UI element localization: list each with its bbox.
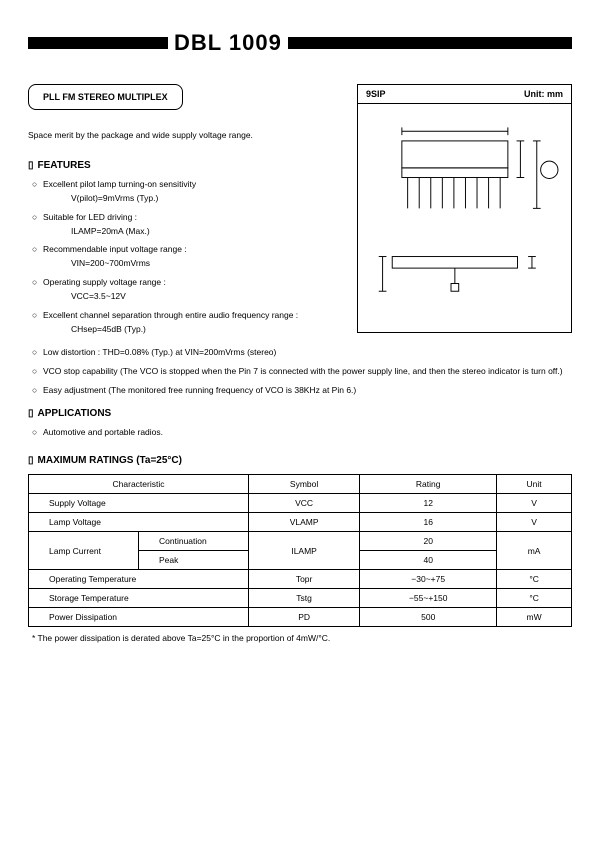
subtitle-box: PLL FM STEREO MULTIPLEX [28, 84, 183, 110]
features-list-upper: Excellent pilot lamp turning-on sensitiv… [28, 179, 345, 336]
cell-sym: VCC [249, 494, 360, 513]
feature-text: Easy adjustment (The monitored free runn… [43, 385, 356, 395]
package-unit: Unit: mm [524, 89, 563, 99]
applications-section: APPLICATIONS Automotive and portable rad… [28, 408, 572, 439]
cell-unit: °C [497, 570, 572, 589]
cell-rating: 500 [360, 608, 497, 627]
cell-rating: 40 [360, 551, 497, 570]
package-drawing [358, 104, 571, 332]
cell-sym: PD [249, 608, 360, 627]
feature-text: VCO stop capability (The VCO is stopped … [43, 366, 563, 376]
cell-char: Lamp Voltage [29, 513, 249, 532]
package-svg [366, 112, 563, 324]
cell-char: Power Dissipation [29, 608, 249, 627]
table-row: Storage Temperature Tstg −55~+150 °C [29, 589, 572, 608]
cell-sub: Peak [139, 551, 249, 570]
top-section: PLL FM STEREO MULTIPLEX Space merit by t… [28, 84, 572, 343]
application-item: Automotive and portable radios. [28, 427, 572, 439]
feature-item: Suitable for LED driving : ILAMP=20mA (M… [28, 212, 345, 238]
cell-unit: mA [497, 532, 572, 570]
ratings-table: Characteristic Symbol Rating Unit Supply… [28, 474, 572, 627]
cell-unit: mW [497, 608, 572, 627]
features-heading: FEATURES [28, 160, 345, 171]
title-bar-left [28, 37, 168, 49]
feature-item: Easy adjustment (The monitored free runn… [28, 385, 572, 397]
cell-rating: 12 [360, 494, 497, 513]
left-column: PLL FM STEREO MULTIPLEX Space merit by t… [28, 84, 345, 343]
table-row: Lamp Voltage VLAMP 16 V [29, 513, 572, 532]
cell-char: Supply Voltage [29, 494, 249, 513]
cell-rating: 20 [360, 532, 497, 551]
col-symbol: Symbol [249, 475, 360, 494]
cell-sym: VLAMP [249, 513, 360, 532]
table-row: Operating Temperature Topr −30~+75 °C [29, 570, 572, 589]
applications-list: Automotive and portable radios. [28, 427, 572, 439]
package-header: 9SIP Unit: mm [358, 85, 571, 104]
ratings-footnote: * The power dissipation is derated above… [28, 633, 572, 643]
features-list-lower: Low distortion : THD=0.08% (Typ.) at VIN… [28, 347, 572, 397]
cell-unit: °C [497, 589, 572, 608]
cell-rating: −30~+75 [360, 570, 497, 589]
col-rating: Rating [360, 475, 497, 494]
cell-char: Lamp Current [29, 532, 139, 570]
cell-unit: V [497, 494, 572, 513]
package-box: 9SIP Unit: mm [357, 84, 572, 333]
cell-char: Storage Temperature [29, 589, 249, 608]
feature-item: Excellent pilot lamp turning-on sensitiv… [28, 179, 345, 205]
cell-sub: Continuation [139, 532, 249, 551]
package-label: 9SIP [366, 89, 386, 99]
feature-item: Low distortion : THD=0.08% (Typ.) at VIN… [28, 347, 572, 359]
cell-sym: ILAMP [249, 532, 360, 570]
feature-sub: ILAMP=20mA (Max.) [43, 226, 345, 238]
applications-heading: APPLICATIONS [28, 408, 572, 419]
feature-sub: V(pilot)=9mVrms (Typ.) [43, 193, 345, 205]
cell-unit: V [497, 513, 572, 532]
feature-text: Suitable for LED driving : [43, 212, 137, 222]
application-text: Automotive and portable radios. [43, 427, 163, 437]
col-characteristic: Characteristic [29, 475, 249, 494]
table-row: Power Dissipation PD 500 mW [29, 608, 572, 627]
feature-item: Excellent channel separation through ent… [28, 310, 345, 336]
table-row: Supply Voltage VCC 12 V [29, 494, 572, 513]
col-unit: Unit [497, 475, 572, 494]
intro-text: Space merit by the package and wide supp… [28, 130, 345, 142]
feature-item: Recommendable input voltage range : VIN=… [28, 244, 345, 270]
ratings-heading: MAXIMUM RATINGS (Ta=25°C) [28, 455, 572, 466]
table-header-row: Characteristic Symbol Rating Unit [29, 475, 572, 494]
feature-text: Excellent channel separation through ent… [43, 310, 298, 320]
cell-sym: Tstg [249, 589, 360, 608]
cell-char: Operating Temperature [29, 570, 249, 589]
cell-sym: Topr [249, 570, 360, 589]
feature-text: Excellent pilot lamp turning-on sensitiv… [43, 179, 196, 189]
feature-sub: VIN=200~700mVrms [43, 258, 345, 270]
cell-rating: −55~+150 [360, 589, 497, 608]
feature-sub: VCC=3.5~12V [43, 291, 345, 303]
feature-text: Recommendable input voltage range : [43, 244, 187, 254]
feature-item: Operating supply voltage range : VCC=3.5… [28, 277, 345, 303]
feature-text: Operating supply voltage range : [43, 277, 166, 287]
feature-sub: CHsep=45dB (Typ.) [43, 324, 345, 336]
feature-item: VCO stop capability (The VCO is stopped … [28, 366, 572, 378]
title-bar-right [288, 37, 572, 49]
title-bar: DBL 1009 [28, 30, 572, 56]
feature-text: Low distortion : THD=0.08% (Typ.) at VIN… [43, 347, 276, 357]
page-title: DBL 1009 [168, 30, 288, 56]
cell-rating: 16 [360, 513, 497, 532]
table-row: Lamp Current Continuation ILAMP 20 mA [29, 532, 572, 551]
ratings-section: MAXIMUM RATINGS (Ta=25°C) Characteristic… [28, 455, 572, 643]
